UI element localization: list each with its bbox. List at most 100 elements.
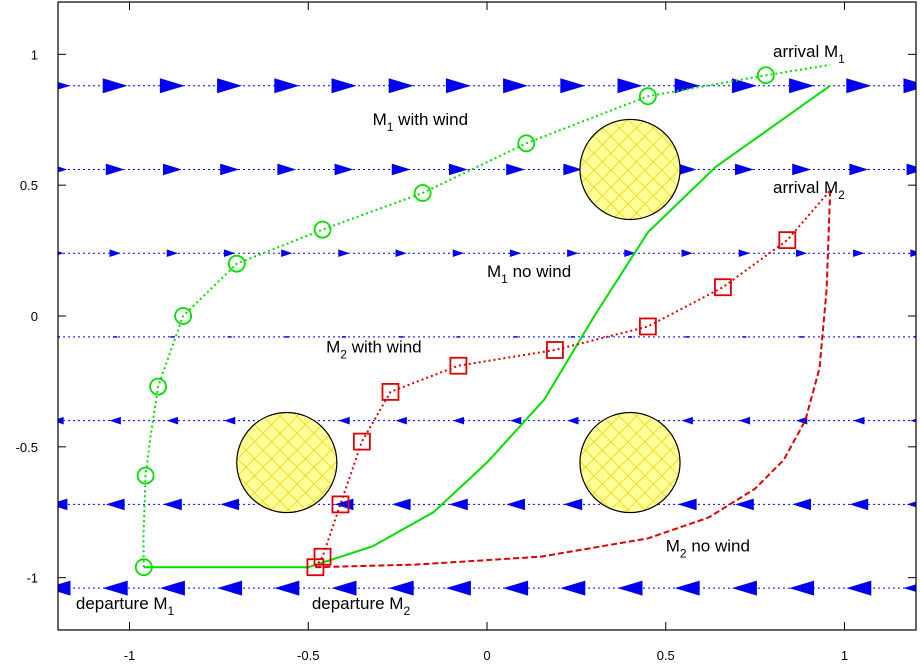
marker-square	[638, 317, 657, 336]
wind-arrow	[910, 249, 916, 257]
wind-arrow	[503, 78, 529, 94]
marker-circle	[638, 87, 657, 106]
wind-arrow	[445, 580, 471, 596]
wind-arrow	[162, 498, 182, 511]
wind-arrow	[388, 580, 414, 596]
wind-arrow	[677, 163, 697, 176]
wind-arrow	[166, 249, 179, 257]
series-line-1	[143, 84, 831, 569]
axes: -1 -0.5 0 0.5 1 -1 -0.5 0 0.5 1	[16, 1, 917, 663]
wind-arrow	[795, 249, 808, 257]
wind-arrow	[220, 163, 240, 176]
wind-arrow	[338, 249, 350, 257]
x-tick-label: -0.5	[297, 648, 319, 663]
marker-square	[331, 495, 350, 514]
wind-arrow	[563, 163, 583, 176]
y-tick-label: 0.5	[20, 178, 38, 193]
wind-arrow	[220, 498, 240, 511]
marker-circle	[756, 66, 775, 85]
annotation-label: departure M1	[76, 594, 175, 618]
series-line-0	[142, 63, 831, 568]
plot-frame	[57, 1, 917, 631]
x-tick-label: 1	[841, 648, 848, 663]
wind-arrow	[274, 580, 300, 596]
wind-arrow	[58, 416, 64, 425]
marker-circle	[413, 184, 432, 202]
wind-arrow	[731, 580, 757, 596]
wind-arrow	[334, 163, 354, 176]
wind-arrow	[338, 416, 350, 425]
wind-arrow	[223, 416, 236, 425]
annotation-label: M1 with wind	[373, 110, 469, 134]
marker-circle	[313, 220, 332, 239]
x-tick-label: -1	[124, 648, 136, 663]
wind-arrow	[109, 249, 121, 257]
wind-arrow	[159, 78, 185, 94]
annotation-label: departure M2	[312, 594, 411, 618]
wind-arrow	[277, 163, 297, 176]
wind-arrow	[448, 498, 468, 511]
marker-square	[778, 231, 797, 250]
wind-arrow	[677, 498, 697, 511]
marker-circle	[174, 307, 193, 325]
marker-circle	[136, 466, 155, 485]
wind-arrow	[509, 416, 522, 425]
wind-arrow	[503, 580, 529, 596]
annotation-label: arrival M1	[773, 42, 845, 66]
marker-square	[546, 341, 564, 359]
marker-circle	[517, 134, 536, 153]
wind-arrow	[910, 418, 916, 423]
marker-square	[449, 356, 468, 375]
wind-arrow	[903, 78, 916, 94]
marker-square	[313, 547, 332, 566]
wind-arrow	[563, 498, 583, 511]
wind-arrow	[58, 166, 68, 173]
wind-arrow	[448, 163, 468, 176]
wind-arrow	[217, 78, 243, 94]
obstacle-circle	[579, 118, 681, 221]
wind-arrow	[789, 580, 815, 596]
wind-arrow	[281, 249, 293, 257]
x-tick-label: 0.5	[657, 648, 675, 663]
wind-arrow	[105, 498, 125, 511]
wind-arrow	[681, 249, 693, 257]
trajectories	[142, 63, 832, 569]
wind-arrow	[681, 416, 693, 425]
wind-arrow	[58, 251, 64, 256]
marker-circle	[227, 254, 246, 273]
wind-arrow	[452, 249, 465, 257]
marker-circle	[149, 377, 168, 396]
annotations: arrival M1 M1 with wind arrival M2 M1 no wi…	[76, 42, 845, 618]
wind-arrow	[792, 498, 812, 511]
wind-arrow	[331, 78, 357, 94]
wind-arrow	[102, 78, 128, 94]
wind-arrow	[567, 416, 579, 425]
trajectory-markers	[134, 66, 797, 577]
obstacles	[236, 118, 681, 514]
wind-arrow	[617, 78, 643, 94]
wind-arrow	[849, 163, 869, 176]
wind-arrow	[388, 78, 414, 94]
wind-arrow	[738, 416, 751, 425]
series-line-3	[315, 190, 832, 569]
wind-arrow	[846, 78, 872, 94]
wind-arrow	[331, 580, 357, 596]
wind-arrow	[58, 498, 68, 511]
series-line-2	[314, 189, 831, 568]
wind-arrow	[445, 78, 471, 94]
wind-arrow	[789, 78, 815, 94]
obstacle-circle	[579, 411, 681, 514]
wind-field	[58, 78, 916, 596]
marker-circle	[134, 558, 153, 577]
wind-arrow	[452, 416, 465, 425]
annotation-label: M2 no wind	[666, 537, 750, 561]
wind-arrow	[509, 249, 522, 257]
wind-arrow	[391, 163, 411, 176]
wind-arrow	[162, 163, 182, 176]
marker-square	[714, 278, 732, 297]
wind-arrow	[105, 163, 125, 176]
wind-arrow	[334, 498, 354, 511]
wind-arrow	[223, 249, 236, 257]
obstacle-circle	[236, 411, 338, 514]
